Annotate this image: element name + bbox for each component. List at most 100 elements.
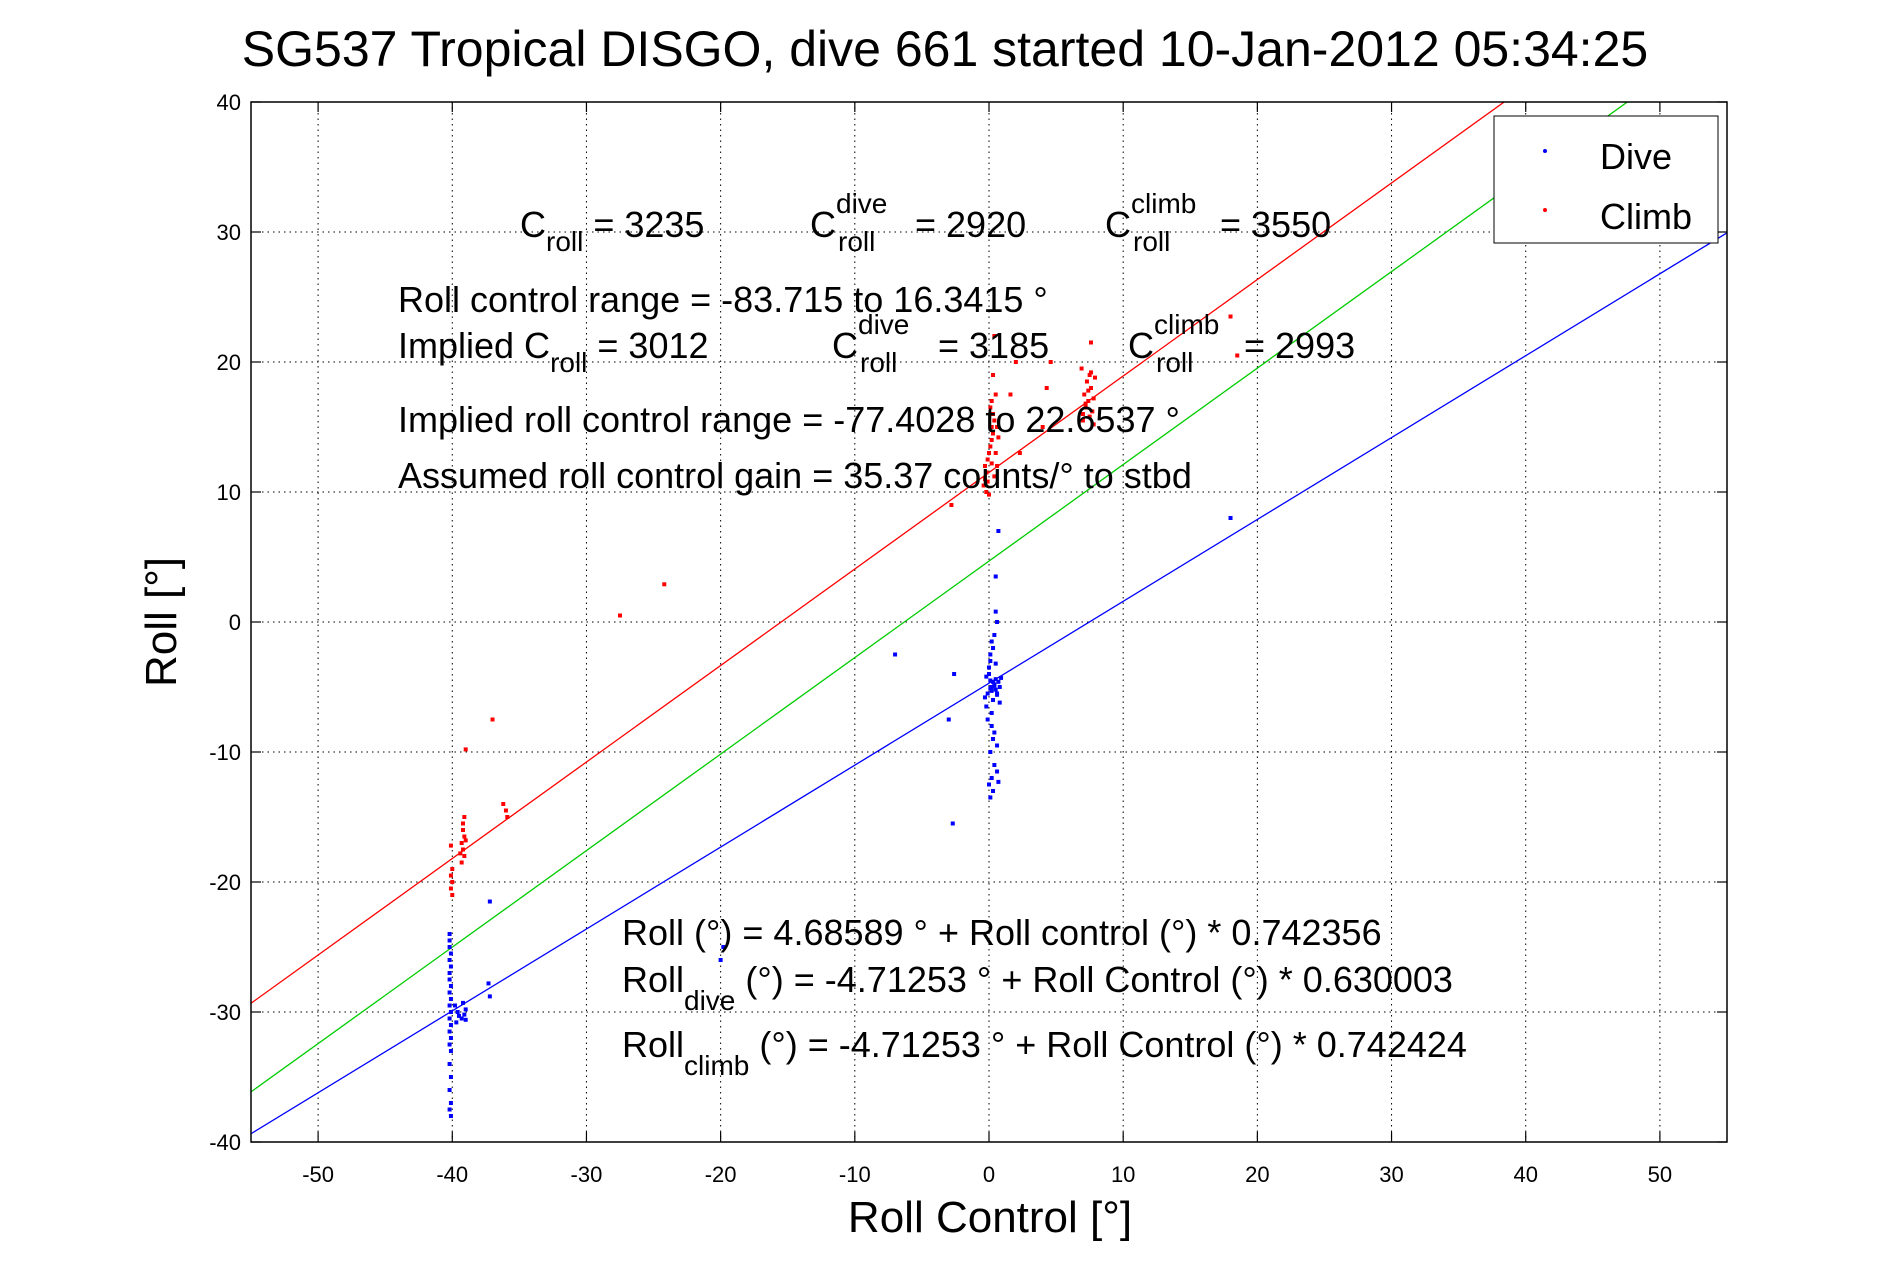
data-point-climb xyxy=(982,464,987,468)
data-point-climb xyxy=(1090,409,1095,414)
annotations: Croll = 3235 Cdive roll = 2920 Cclimb roll… xyxy=(398,188,1467,1081)
data-point-climb xyxy=(991,412,996,416)
data-point-climb xyxy=(987,492,991,497)
data-point-dive xyxy=(456,1013,461,1018)
data-point-dive xyxy=(463,1007,468,1012)
data-point-dive xyxy=(989,776,994,780)
data-point-climb xyxy=(992,474,997,479)
x-tick-label: -10 xyxy=(839,1162,871,1187)
data-point-dive xyxy=(988,795,993,800)
data-point-climb xyxy=(461,828,466,832)
data-point-dive xyxy=(995,691,1000,696)
data-point-climb xyxy=(503,808,508,813)
data-point-dive xyxy=(447,932,452,936)
data-point-dive xyxy=(991,698,996,702)
data-point-dive xyxy=(992,763,997,767)
x-tick-label: 50 xyxy=(1648,1162,1672,1187)
x-tick-label: -30 xyxy=(571,1162,603,1187)
data-point-climb xyxy=(1048,360,1053,364)
data-point-dive xyxy=(989,711,994,715)
data-point-dive xyxy=(996,529,1001,533)
data-point-climb xyxy=(1079,366,1084,371)
data-point-dive xyxy=(447,1016,452,1021)
data-point-dive xyxy=(988,678,993,683)
data-point-dive xyxy=(448,1010,453,1014)
data-point-dive xyxy=(447,1042,452,1047)
data-point-dive xyxy=(985,691,990,696)
data-point-climb xyxy=(501,802,506,806)
data-point-dive xyxy=(454,1020,459,1025)
data-point-dive xyxy=(448,1023,453,1027)
y-tick-label: -10 xyxy=(209,740,241,765)
chart-title: SG537 Tropical DISGO, dive 661 started 1… xyxy=(242,21,1648,77)
data-point-climb xyxy=(490,717,495,722)
data-point-dive xyxy=(447,990,452,995)
data-point-climb xyxy=(461,847,466,852)
data-point-dive xyxy=(461,1000,466,1005)
data-point-climb xyxy=(985,457,990,462)
annotation-eq-climb: Rollclimb (°) = -4.71253 ° + Roll Contro… xyxy=(622,1024,1467,1081)
y-tick-label: 30 xyxy=(217,220,241,245)
data-point-climb xyxy=(1086,399,1091,403)
data-point-dive xyxy=(988,652,993,657)
data-point-climb xyxy=(984,470,989,475)
data-point-climb xyxy=(450,867,455,871)
data-point-climb xyxy=(995,464,1000,468)
data-point-dive xyxy=(950,821,955,826)
x-tick-label: -50 xyxy=(302,1162,334,1187)
data-point-climb xyxy=(1082,392,1087,397)
data-point-climb xyxy=(981,483,986,488)
y-axis-label: Roll [°] xyxy=(137,557,186,687)
data-point-climb xyxy=(448,843,453,848)
data-point-dive xyxy=(992,633,997,637)
data-point-climb xyxy=(1093,375,1098,380)
annotation-implied-c-roll-dive: Cdive roll = 3185 xyxy=(832,309,1049,378)
data-point-dive xyxy=(447,977,452,982)
data-point-dive xyxy=(992,683,997,688)
data-points xyxy=(447,314,1240,1118)
data-point-climb xyxy=(1017,451,1022,455)
data-point-climb xyxy=(459,841,464,845)
data-point-dive xyxy=(448,1036,453,1040)
data-point-dive xyxy=(486,981,491,986)
annotation-c-roll-climb: Cclimb roll = 3550 xyxy=(1105,188,1331,257)
data-point-dive xyxy=(448,951,453,956)
data-point-climb xyxy=(988,444,993,449)
data-point-climb xyxy=(1091,422,1096,427)
data-point-dive xyxy=(1228,516,1233,520)
fit-line-combined xyxy=(251,102,1629,1093)
x-tick-label: -20 xyxy=(705,1162,737,1187)
data-point-climb xyxy=(1088,386,1093,390)
data-point-climb xyxy=(458,851,463,856)
data-point-dive xyxy=(463,1017,468,1022)
annotation-roll-control-range: Roll control range = -83.715 to 16.3415 … xyxy=(398,279,1048,320)
data-point-dive xyxy=(447,1088,452,1092)
data-point-climb xyxy=(1088,340,1093,345)
data-point-dive xyxy=(447,971,452,975)
data-point-climb xyxy=(662,582,667,587)
data-point-dive xyxy=(447,958,452,962)
data-point-dive xyxy=(447,1029,452,1034)
data-point-climb xyxy=(462,815,467,819)
legend-label-climb: Climb xyxy=(1600,196,1692,237)
x-tick-label: 20 xyxy=(1245,1162,1269,1187)
data-point-dive xyxy=(487,899,492,904)
data-point-dive xyxy=(447,1062,452,1066)
y-tick-label: 20 xyxy=(217,350,241,375)
data-point-dive xyxy=(987,782,991,787)
fit-line-all xyxy=(251,102,1506,1004)
data-point-dive xyxy=(452,1003,457,1008)
data-point-dive xyxy=(993,661,998,666)
data-point-dive xyxy=(459,1016,464,1021)
data-point-dive xyxy=(988,750,993,754)
data-point-climb xyxy=(984,490,989,494)
data-point-dive xyxy=(988,659,993,663)
x-tick-label: 0 xyxy=(983,1162,995,1187)
data-point-dive xyxy=(987,672,991,676)
data-point-climb xyxy=(448,886,453,891)
data-point-climb xyxy=(1083,401,1088,406)
data-point-dive xyxy=(996,679,1001,684)
data-point-climb xyxy=(989,425,994,429)
data-point-dive xyxy=(952,672,957,676)
data-point-dive xyxy=(462,1012,467,1017)
